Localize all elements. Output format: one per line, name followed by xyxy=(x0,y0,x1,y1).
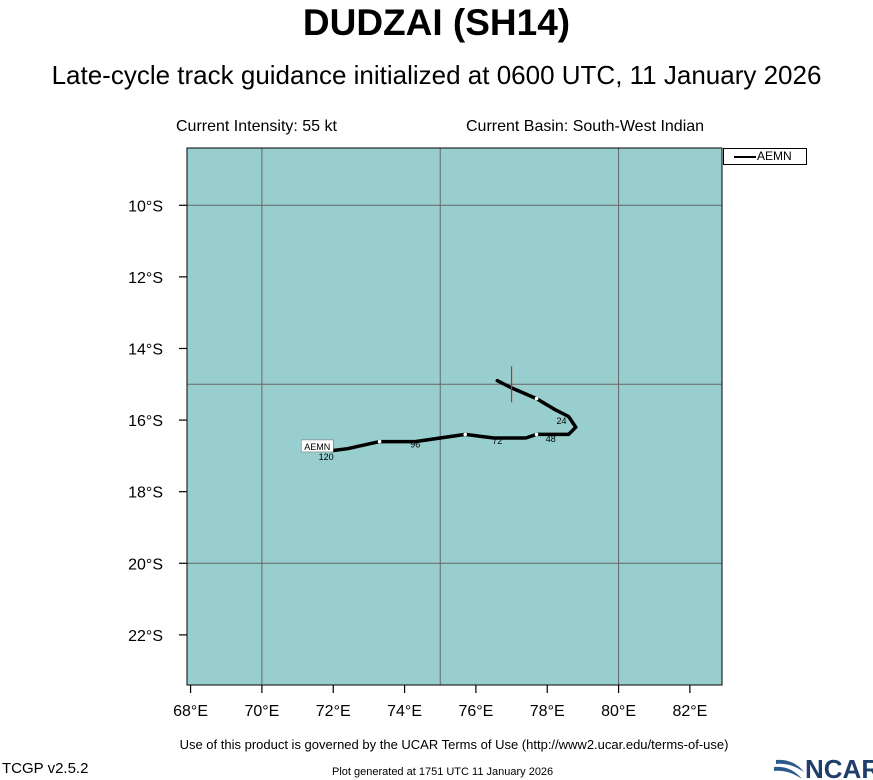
forecast-hour-label: 24 xyxy=(556,416,566,426)
x-tick-label: 72°E xyxy=(316,703,351,720)
ncar-logo-text: NCAR xyxy=(805,754,873,780)
x-tick-label: 76°E xyxy=(458,703,493,720)
y-tick-label: 18°S xyxy=(128,485,163,502)
y-tick-label: 14°S xyxy=(128,341,163,358)
x-tick-label: 74°E xyxy=(387,703,422,720)
forecast-hour-label: 48 xyxy=(546,434,556,444)
map-title: DUDZAI (SH14) xyxy=(302,2,571,43)
y-tick-label: 10°S xyxy=(128,198,163,215)
version-label: TCGP v2.5.2 xyxy=(2,760,89,777)
track-map: 68°E 70°E 72°E 74°E 76°E 78°E 80°E 82°E 10°S 12°S… xyxy=(128,147,723,720)
forecast-hour-label: 120 xyxy=(319,452,334,462)
track-end-label-box xyxy=(300,439,334,453)
y-tick-label: 16°S xyxy=(128,413,163,430)
current-intensity: Current Intensity: 55 kt xyxy=(176,118,337,135)
track-marker xyxy=(534,396,539,401)
terms-of-use-notice: Use of this product is governed by the U… xyxy=(179,737,729,752)
x-tick-label: 78°E xyxy=(530,703,565,720)
legend: AEMN xyxy=(723,148,807,165)
y-tick-label: 22°S xyxy=(128,628,163,645)
track-end-label: AEMN xyxy=(304,442,330,452)
generated-timestamp: Plot generated at 1751 UTC 11 January 20… xyxy=(332,766,554,778)
x-tick-label: 70°E xyxy=(244,703,279,720)
ocean-area xyxy=(187,148,722,685)
forecast-hour-label: 72 xyxy=(492,436,502,446)
x-tick-label: 82°E xyxy=(672,703,707,720)
y-tick-label: 12°S xyxy=(128,270,163,287)
legend-line-swatch xyxy=(734,156,756,158)
map-frame xyxy=(186,147,723,686)
track-marker xyxy=(463,432,468,437)
track-marker xyxy=(534,432,539,437)
current-basin: Current Basin: South-West Indian xyxy=(466,118,705,135)
y-tick-label: 20°S xyxy=(128,556,163,573)
ncar-logo: NCAR xyxy=(774,754,873,780)
legend-label: AEMN xyxy=(757,149,792,163)
map-subtitle: Late-cycle track guidance initialized at… xyxy=(51,60,822,90)
x-tick-label: 80°E xyxy=(601,703,636,720)
track-marker xyxy=(377,439,382,444)
forecast-hour-label: 96 xyxy=(410,439,420,449)
x-tick-label: 68°E xyxy=(173,703,208,720)
